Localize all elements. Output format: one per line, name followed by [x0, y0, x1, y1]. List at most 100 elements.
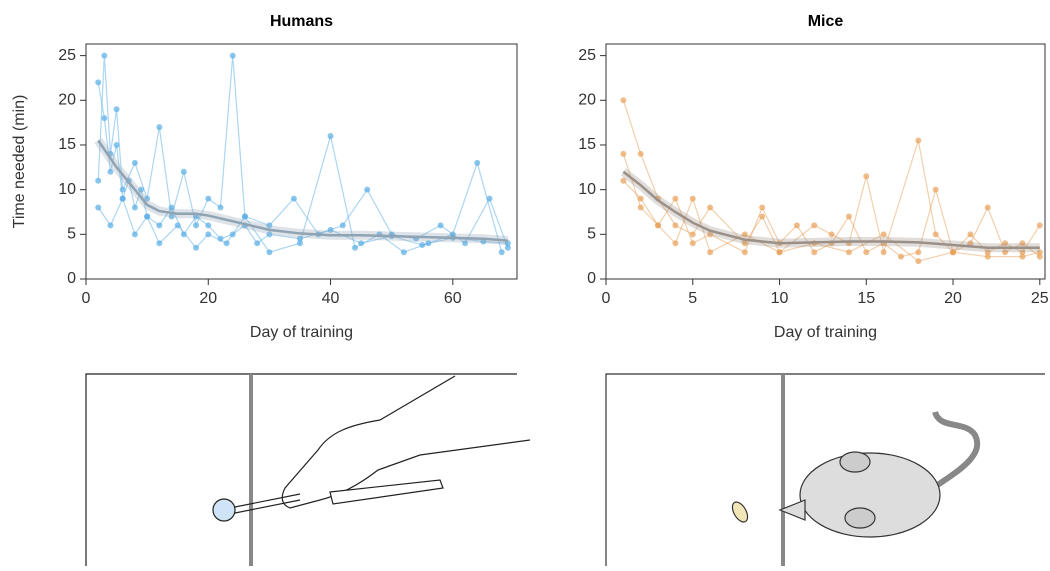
- data-point: [175, 222, 181, 228]
- data-point: [620, 151, 626, 157]
- data-point: [898, 254, 904, 260]
- data-point: [967, 231, 973, 237]
- x-tick-label: 20: [944, 290, 962, 307]
- x-tick-label: 0: [82, 290, 91, 307]
- data-point: [254, 240, 260, 246]
- data-point: [499, 249, 505, 255]
- data-point: [340, 222, 346, 228]
- y-tick-label: 20: [58, 92, 76, 109]
- y-tick-label: 20: [578, 92, 596, 109]
- data-point: [933, 231, 939, 237]
- data-point: [352, 245, 358, 251]
- data-point: [401, 249, 407, 255]
- data-point: [297, 240, 303, 246]
- y-tick-label: 0: [67, 270, 76, 287]
- y-tick-label: 5: [67, 226, 76, 243]
- data-point: [132, 205, 138, 211]
- data-point: [829, 231, 835, 237]
- y-axis-label: Time needed (min): [11, 95, 28, 229]
- data-point: [742, 249, 748, 255]
- chart-title: Humans: [270, 13, 333, 30]
- data-point: [950, 249, 956, 255]
- data-point: [156, 240, 162, 246]
- data-point: [291, 196, 297, 202]
- data-point: [95, 178, 101, 184]
- data-point: [505, 245, 511, 251]
- data-point: [230, 53, 236, 59]
- data-point: [114, 106, 120, 112]
- data-point: [120, 187, 126, 193]
- y-tick-label: 10: [578, 181, 596, 198]
- data-point: [846, 213, 852, 219]
- y-tick-label: 25: [578, 47, 596, 64]
- data-point: [328, 133, 334, 139]
- x-tick-label: 60: [444, 290, 462, 307]
- x-axis-label: Day of training: [774, 324, 877, 341]
- data-point: [120, 196, 126, 202]
- data-point: [132, 231, 138, 237]
- data-point: [101, 53, 107, 59]
- data-point: [107, 169, 113, 175]
- x-tick-label: 5: [688, 290, 697, 307]
- data-point: [794, 222, 800, 228]
- data-point: [224, 240, 230, 246]
- data-point: [193, 245, 199, 251]
- x-axis-label: Day of training: [250, 324, 353, 341]
- x-tick-label: 10: [771, 290, 789, 307]
- data-point: [863, 249, 869, 255]
- y-tick-label: 0: [587, 270, 596, 287]
- data-point: [438, 222, 444, 228]
- data-point: [101, 115, 107, 121]
- figure: Humans Day of training Time needed (min) 0 5…: [0, 0, 1050, 566]
- data-point: [620, 97, 626, 103]
- data-point: [759, 205, 765, 211]
- data-point: [655, 222, 661, 228]
- data-point: [205, 231, 211, 237]
- x-tick-label: 25: [1031, 290, 1049, 307]
- data-point: [690, 240, 696, 246]
- data-point: [881, 231, 887, 237]
- subject-line: [98, 82, 508, 245]
- data-point: [811, 222, 817, 228]
- x-tick-label: 40: [322, 290, 340, 307]
- data-point: [707, 205, 713, 211]
- data-point: [915, 138, 921, 144]
- y-tick-label: 15: [578, 136, 596, 153]
- y-tick-label: 25: [58, 47, 76, 64]
- x-tick-label: 15: [857, 290, 875, 307]
- data-point: [985, 254, 991, 260]
- data-point: [811, 249, 817, 255]
- data-point: [690, 196, 696, 202]
- data-point: [881, 249, 887, 255]
- chart-title: Mice: [808, 13, 844, 30]
- x-tick-label: 20: [199, 290, 217, 307]
- data-point: [672, 222, 678, 228]
- y-tick-label: 10: [58, 181, 76, 198]
- data-point: [707, 249, 713, 255]
- data-point: [1037, 222, 1043, 228]
- human-illustration: [86, 374, 530, 566]
- data-point: [205, 222, 211, 228]
- data-point: [672, 196, 678, 202]
- subject-line: [98, 56, 508, 248]
- data-point: [242, 213, 248, 219]
- data-point: [846, 249, 852, 255]
- data-point: [181, 169, 187, 175]
- data-point: [777, 249, 783, 255]
- page: Humans Day of training Time needed (min) 0 5…: [0, 0, 1050, 566]
- data-point: [132, 160, 138, 166]
- data-point: [1019, 254, 1025, 260]
- y-tick-label: 5: [587, 226, 596, 243]
- data-point: [156, 222, 162, 228]
- data-point: [266, 249, 272, 255]
- data-point: [205, 196, 211, 202]
- data-point: [474, 160, 480, 166]
- data-point: [95, 205, 101, 211]
- data-point: [95, 79, 101, 85]
- x-tick-label: 0: [602, 290, 611, 307]
- data-point: [672, 240, 678, 246]
- data-point: [915, 258, 921, 264]
- data-point: [364, 187, 370, 193]
- data-point: [156, 124, 162, 130]
- mouse-illustration: [606, 374, 1045, 566]
